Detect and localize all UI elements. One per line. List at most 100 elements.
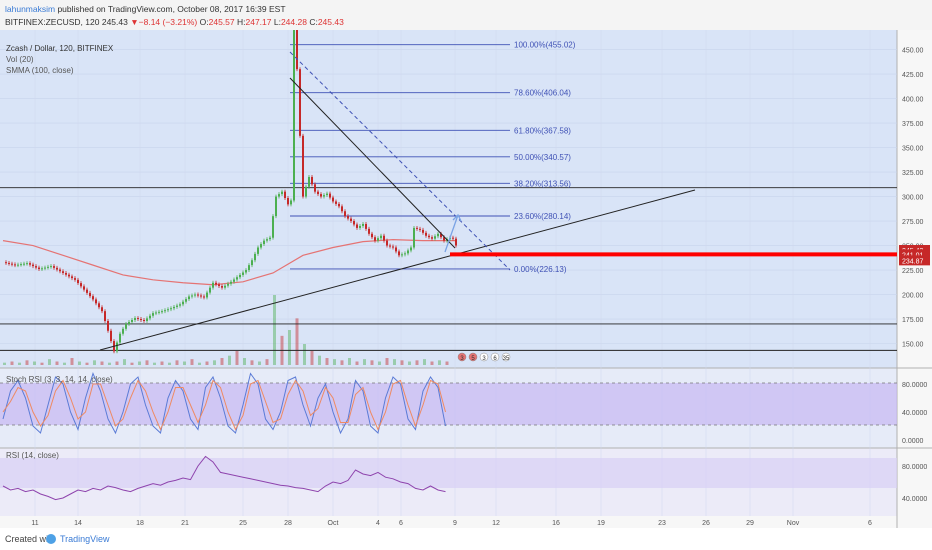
candle-body <box>71 276 73 279</box>
rsi-tick-label: 40.0000 <box>902 496 927 503</box>
volume-bar <box>198 362 201 365</box>
descending-trendline[interactable] <box>289 77 456 249</box>
candle-body <box>152 313 154 316</box>
volume-bar <box>138 361 141 365</box>
candle-body <box>191 295 193 297</box>
candle-body <box>398 251 400 256</box>
candle-body <box>5 262 7 264</box>
volume-bar <box>438 360 441 365</box>
candle-body <box>371 233 373 238</box>
high-label: H: <box>236 17 246 27</box>
fib-level-label: 50.00%(340.57) <box>514 153 571 162</box>
candle-body <box>14 264 16 266</box>
volume-bar <box>100 361 104 365</box>
candle-body <box>65 272 67 275</box>
event-marker-icon[interactable] <box>479 352 489 362</box>
candle-body <box>383 235 385 241</box>
volume-bar <box>153 362 156 365</box>
volume-bar <box>40 362 44 365</box>
tradingview-brand[interactable]: TradingView <box>60 534 110 544</box>
candle-body <box>431 237 433 239</box>
candle-body <box>77 279 79 284</box>
fib-level-label: 38.20%(313.56) <box>514 179 571 188</box>
price-pane[interactable] <box>0 30 897 368</box>
volume-bar <box>303 344 306 365</box>
candle-body <box>245 270 247 273</box>
stoch-tick-label: 80.0000 <box>902 382 927 389</box>
event-marker-icon[interactable] <box>490 352 500 362</box>
candle-body <box>455 238 457 246</box>
candle-body <box>275 196 277 217</box>
candle-body <box>338 203 340 207</box>
last-price: 245.43 <box>101 17 128 27</box>
stoch-k-line <box>2 372 446 435</box>
rsi-band <box>0 458 897 488</box>
volume-bar <box>265 359 269 365</box>
price-axis[interactable] <box>897 30 932 528</box>
candle-body <box>233 279 235 282</box>
candle-body <box>314 184 316 192</box>
price-tick-label: 425.00 <box>902 72 924 79</box>
price-tick-label: 175.00 <box>902 317 924 324</box>
candle-body <box>17 264 19 266</box>
rsi-ticks: 80.0000 40.0000 <box>902 464 927 503</box>
candle-body <box>170 308 172 310</box>
candle-body <box>143 319 145 321</box>
volume-bar <box>3 362 6 365</box>
volume-bar <box>130 362 134 365</box>
time-tick-label: 16 <box>552 520 560 527</box>
volume-bar <box>25 360 29 365</box>
candle-body <box>269 237 271 240</box>
fib-level-label: 0.00%(226.13) <box>514 265 567 274</box>
candle-body <box>302 135 304 197</box>
time-tick-label: 4 <box>376 520 380 527</box>
volume-bar <box>55 361 59 365</box>
chart-title: Zcash / Dollar, 120, BITFINEX <box>6 44 114 53</box>
candle-body <box>332 197 334 202</box>
candle-body <box>254 253 256 261</box>
candle-body <box>386 240 388 246</box>
candle-body <box>377 238 379 241</box>
time-tick-label: 29 <box>746 520 754 527</box>
volume-bar <box>423 359 426 365</box>
volume-bar <box>63 362 66 365</box>
candle-body <box>197 294 199 296</box>
candle-body <box>227 283 229 286</box>
time-tick-label: 21 <box>181 520 189 527</box>
author-link[interactable]: lahunmaksim <box>5 4 56 14</box>
candle-body <box>212 282 214 288</box>
candle-body <box>209 287 211 293</box>
price-tick-label: 350.00 <box>902 146 924 153</box>
ascending-trendline[interactable] <box>99 189 696 351</box>
candle-body <box>350 218 352 222</box>
candle-body <box>293 30 295 201</box>
rsi-label: RSI (14, close) <box>6 451 59 460</box>
event-marker-icon[interactable] <box>501 352 511 362</box>
candle-body <box>179 304 181 306</box>
stoch-tick-label: 0.0000 <box>902 438 924 445</box>
footer: Created with TradingView <box>0 528 932 550</box>
candle-body <box>362 223 364 226</box>
time-axis[interactable] <box>0 516 897 528</box>
trend-lines <box>99 51 696 351</box>
event-marker-icon[interactable] <box>457 352 467 362</box>
event-marker-icon[interactable] <box>468 352 478 362</box>
candle-body <box>128 321 130 324</box>
candle-body <box>323 195 325 197</box>
volume-bar <box>243 358 246 365</box>
volume-bar <box>93 360 96 365</box>
candle-body <box>161 311 163 313</box>
volume-bar <box>48 359 51 365</box>
candle-body <box>344 211 346 217</box>
candle-body <box>50 266 52 268</box>
volume-bar <box>325 358 329 365</box>
candle-body <box>380 235 382 239</box>
chart-canvas[interactable]: 100.00%(455.02) 78.60%(406.04) 61.80%(367.… <box>0 30 932 528</box>
volume-bar <box>400 360 404 365</box>
candle-body <box>137 318 139 320</box>
candle-body <box>185 299 187 302</box>
volume-bar <box>115 361 119 365</box>
time-tick-label: 23 <box>658 520 666 527</box>
candle-body <box>428 235 430 238</box>
candle-body <box>107 320 109 331</box>
